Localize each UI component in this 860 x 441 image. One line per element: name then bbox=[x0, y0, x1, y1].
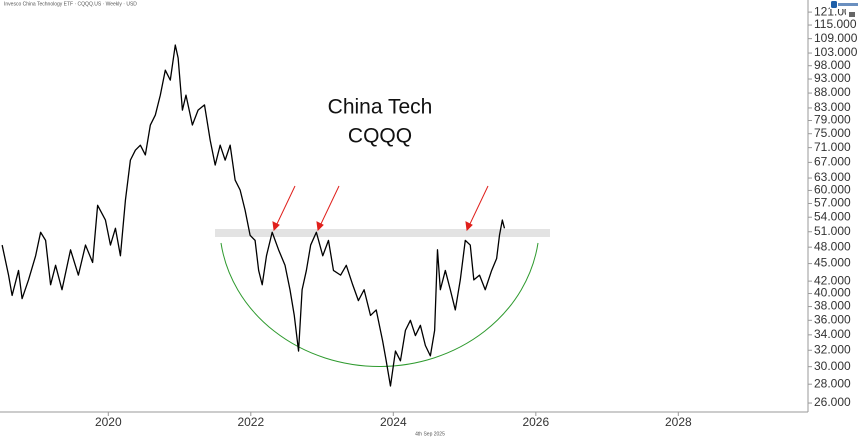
y-tick-label: 26.000 bbox=[814, 395, 851, 409]
y-tick-label: 60.000 bbox=[814, 183, 851, 197]
logo bbox=[830, 0, 860, 18]
y-tick-label: 45.000 bbox=[814, 256, 851, 270]
axes: 121.000115.000109.000103.00098.00093.000… bbox=[95, 4, 858, 429]
x-tick-label: 2022 bbox=[237, 415, 264, 429]
y-tick-label: 34.000 bbox=[814, 327, 851, 341]
y-tick-label: 83.000 bbox=[814, 100, 851, 114]
arrow-head bbox=[316, 221, 324, 232]
annotation: China Tech bbox=[328, 96, 433, 119]
y-tick-label: 79.000 bbox=[814, 113, 851, 127]
resistance-band bbox=[215, 229, 550, 237]
logo-icon bbox=[831, 1, 837, 8]
y-tick-label: 42.000 bbox=[814, 273, 851, 287]
x-tick-label: 2024 bbox=[380, 415, 407, 429]
arrow bbox=[468, 185, 489, 227]
y-tick-label: 48.000 bbox=[814, 239, 851, 253]
y-tick-label: 36.000 bbox=[814, 312, 851, 326]
x-tick-label: 2028 bbox=[665, 415, 692, 429]
y-tick-label: 98.000 bbox=[814, 58, 851, 72]
logo-text bbox=[838, 3, 858, 6]
y-tick-label: 30.000 bbox=[814, 359, 851, 373]
x-tick-label: 2020 bbox=[95, 415, 122, 429]
price-line bbox=[1, 44, 506, 387]
y-tick-label: 67.000 bbox=[814, 155, 851, 169]
y-tick-label: 51.000 bbox=[814, 224, 851, 238]
arrow bbox=[319, 185, 340, 227]
y-tick-label: 63.000 bbox=[814, 170, 851, 184]
arrow-head bbox=[272, 221, 280, 232]
y-tick-label: 57.000 bbox=[814, 196, 851, 210]
y-tick-label: 28.000 bbox=[814, 376, 851, 390]
y-tick-label: 93.000 bbox=[814, 71, 851, 85]
y-tick-label: 75.000 bbox=[814, 126, 851, 140]
lock-icon bbox=[849, 12, 855, 17]
y-tick-label: 38.000 bbox=[814, 299, 851, 313]
y-tick-label: 88.000 bbox=[814, 85, 851, 99]
footer-date: 4th Sep 2025 bbox=[415, 431, 445, 437]
chart-title: Invesco China Technology ETF · CQQQ.US ·… bbox=[4, 1, 137, 7]
annotation: CQQQ bbox=[348, 125, 412, 148]
arrow bbox=[275, 185, 296, 227]
cup-arc bbox=[220, 242, 539, 367]
y-tick-label: 54.000 bbox=[814, 209, 851, 223]
x-tick-label: 2026 bbox=[522, 415, 549, 429]
y-tick-label: 109.000 bbox=[814, 31, 858, 45]
arrows bbox=[272, 185, 489, 232]
y-tick-label: 40.000 bbox=[814, 286, 851, 300]
arrow-head bbox=[465, 221, 473, 232]
series bbox=[1, 44, 506, 387]
y-tick-label: 71.000 bbox=[814, 140, 851, 154]
y-tick-label: 32.000 bbox=[814, 342, 851, 356]
y-tick-label: 115.000 bbox=[814, 17, 857, 31]
y-tick-label: 103.000 bbox=[814, 45, 858, 59]
